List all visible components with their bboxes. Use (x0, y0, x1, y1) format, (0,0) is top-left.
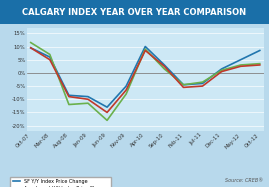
Text: Source: CREB®: Source: CREB® (225, 178, 264, 183)
Text: CALGARY INDEX YEAR OVER YEAR COMPARISON: CALGARY INDEX YEAR OVER YEAR COMPARISON (22, 8, 247, 17)
Legend: SF Y/Y Index Price Change, Apartment Y/Y Index Price Change, Townhouse Y/Y Price: SF Y/Y Index Price Change, Apartment Y/Y… (10, 177, 111, 187)
